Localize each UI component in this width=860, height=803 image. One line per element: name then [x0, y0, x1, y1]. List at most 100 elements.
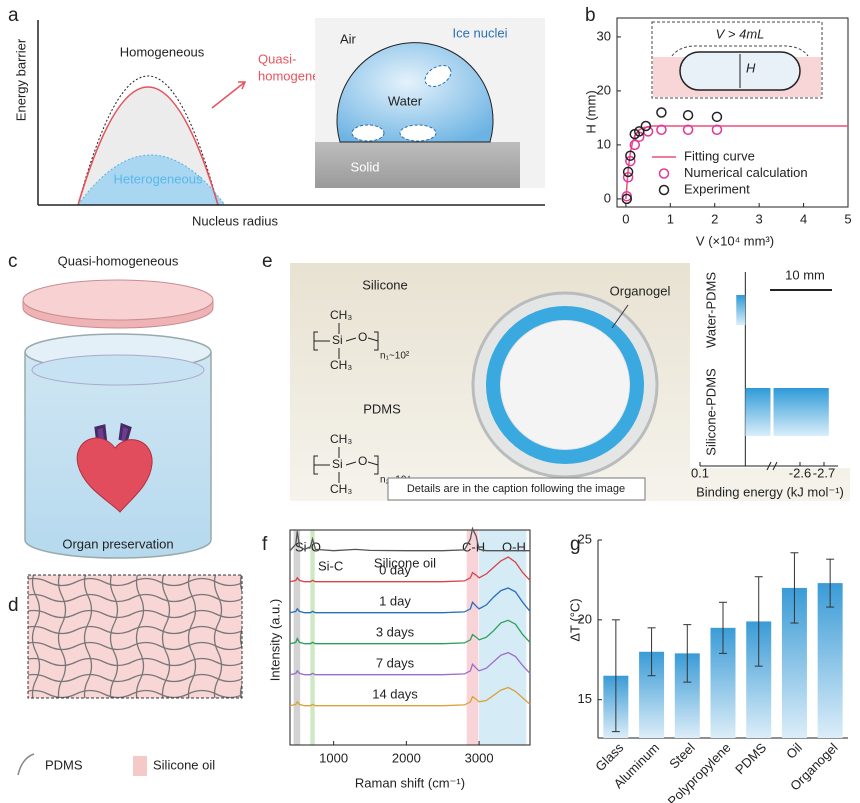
point [622, 172, 634, 183]
water-surface [31, 354, 205, 386]
inset-label: H [746, 60, 756, 75]
legend-label: Numerical calculation [684, 165, 808, 180]
label: Quasi-homogeneous [58, 253, 179, 268]
panel-letter: f [262, 534, 268, 555]
network-border [27, 574, 243, 699]
fit-line [625, 125, 848, 199]
band [466, 530, 479, 745]
x-tick-label: 2000 [392, 750, 421, 765]
formula-text: O [358, 454, 367, 468]
pdms-chain [109, 575, 119, 698]
axis-label: ΔT (°C) [567, 598, 582, 641]
point [642, 126, 654, 137]
ice-nucleus [351, 124, 385, 142]
hetero-curve [77, 154, 226, 206]
point [711, 111, 723, 123]
axis-label: H (mm) [583, 90, 598, 133]
legend-icon [17, 753, 35, 776]
panel-letter: e [262, 251, 273, 272]
band-label: Si-C [318, 558, 343, 573]
x-tick-label: -2.6 [789, 465, 811, 480]
panel-letter: g [570, 534, 581, 555]
panel-letter: a [8, 5, 19, 26]
pdms-chain [187, 575, 197, 698]
point [625, 155, 636, 167]
x-tick-label: Oil [783, 740, 805, 762]
panel-f: f Intensity (a.u.) Raman shift (cm⁻¹) [262, 534, 465, 790]
series-label: 0 day [379, 562, 411, 577]
x-tick-label: 0 [622, 211, 629, 226]
pdms-chain [28, 593, 242, 603]
pdms-chain [28, 657, 242, 667]
panel-e: e Silicone PDMS CH₃ Si O CH₃ n₁~10² CH₃ … [262, 251, 850, 501]
legend-label: PDMS [45, 757, 83, 772]
x-tick-label: 1000 [319, 750, 348, 765]
legend-label: Fitting curve [684, 148, 755, 163]
x-tick-label: 2 [711, 211, 718, 226]
point [640, 120, 652, 132]
series-label: 7 days [376, 655, 415, 670]
axis-label: Raman shift (cm⁻¹) [355, 775, 465, 790]
x-tick-label: PDMS [732, 740, 769, 777]
band [310, 530, 315, 745]
formula-text: Si [332, 333, 343, 347]
x-tick-label: 1 [667, 211, 674, 226]
y-tick-label: 15 [578, 691, 592, 706]
x-tick-label: -2.7 [813, 465, 835, 480]
series-label: Silicone oil [374, 555, 436, 570]
label: Heterogeneous [114, 171, 203, 186]
legend-swatch [658, 168, 670, 179]
pdms-chain [239, 575, 242, 698]
pdms-chain [31, 575, 41, 698]
label: Solid [351, 159, 380, 174]
pdms-chain [28, 609, 242, 619]
x-tick-label: 4 [800, 211, 807, 226]
y-tick-label: 10 [597, 136, 611, 151]
inset-label: V > 4mL [716, 26, 765, 41]
panel-d: d PDMS Silicone oil [8, 574, 243, 776]
label: Ice nuclei [453, 25, 508, 40]
pdms-chain [213, 575, 223, 698]
x-tick-label: 5 [844, 211, 851, 226]
point [656, 107, 667, 118]
arrow [211, 81, 247, 109]
y-tick-label: 0 [604, 190, 611, 205]
plot-frame [289, 529, 531, 746]
network-bg [28, 575, 242, 698]
solid [315, 142, 520, 188]
bar [745, 388, 829, 436]
label: Silicone [362, 277, 408, 292]
point [682, 109, 694, 121]
caption-button-label[interactable]: Details are in the caption following the… [407, 483, 625, 495]
formula-text: CH₃ [330, 308, 352, 322]
x-tick-label: 3000 [465, 750, 494, 765]
pdms-chain [57, 575, 67, 698]
formula-text: CH₃ [330, 432, 352, 446]
caption-button[interactable] [387, 477, 646, 501]
y-tick-label: 30 [597, 28, 611, 43]
bond [313, 447, 379, 483]
x-tick-label: Steel [666, 740, 698, 772]
lid [22, 279, 214, 321]
band [293, 530, 301, 745]
legend-swatch [658, 184, 670, 196]
bar [817, 583, 843, 738]
x-tick-label: 3 [756, 211, 763, 226]
label: Air [340, 31, 357, 46]
y-tick-label: 20 [578, 611, 592, 626]
series-label: 3 days [376, 624, 415, 639]
label: Homogeneous [120, 44, 205, 59]
x-tick-label: 0.1 [691, 465, 709, 480]
point [629, 139, 641, 151]
point [622, 166, 634, 178]
network [28, 575, 242, 698]
axis-break [766, 461, 778, 471]
pdms-chain [135, 575, 145, 698]
axis-label: Binding energy (kJ mol⁻¹) [696, 484, 844, 499]
pdms-chain [83, 575, 93, 698]
spectrum [289, 619, 531, 645]
axis-label: Intensity (a.u.) [267, 599, 282, 681]
panel-letter: b [585, 5, 596, 26]
organogel-ring [486, 306, 644, 464]
